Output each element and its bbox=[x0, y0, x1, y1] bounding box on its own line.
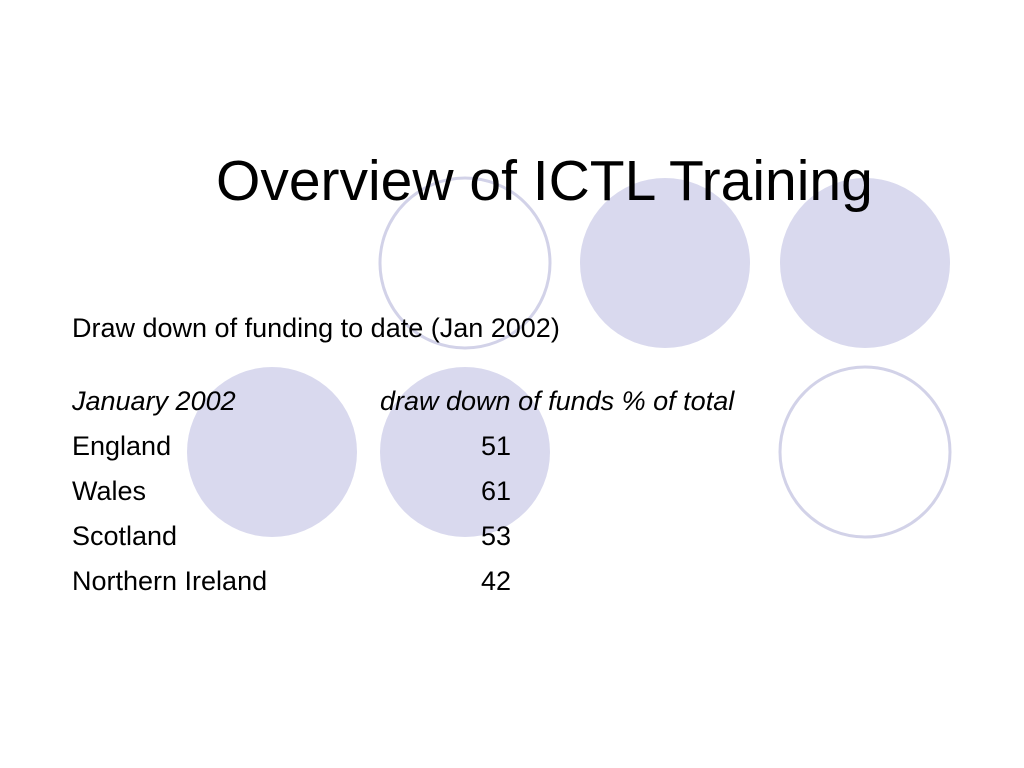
value-cell: 53 bbox=[481, 521, 512, 551]
region-cell: England bbox=[72, 431, 172, 461]
circle-outline bbox=[378, 176, 552, 350]
value-cell: 42 bbox=[481, 566, 512, 596]
value-cell: 61 bbox=[481, 476, 512, 506]
header-cell: draw down of funds % of total bbox=[380, 386, 735, 416]
table-row: Wales 61 bbox=[72, 476, 972, 508]
header-cell: January 2002 bbox=[72, 386, 236, 416]
region-cell: Northern Ireland bbox=[72, 566, 268, 596]
subtitle: Draw down of funding to date (Jan 2002) bbox=[72, 313, 560, 343]
table-header: January 2002 draw down of funds % of tot… bbox=[72, 386, 972, 418]
table-row: Scotland 53 bbox=[72, 521, 972, 553]
table-row: Northern Ireland 42 bbox=[72, 566, 972, 598]
circle-filled bbox=[187, 367, 357, 537]
circle-filled bbox=[380, 367, 550, 537]
value-cell: 51 bbox=[481, 431, 512, 461]
title: Overview of ICTL Training bbox=[216, 149, 873, 213]
circle-filled bbox=[580, 178, 750, 348]
table-row: England 51 bbox=[72, 431, 972, 463]
region-cell: Scotland bbox=[72, 521, 178, 551]
region-cell: Wales bbox=[72, 476, 147, 506]
circle-outline bbox=[778, 365, 952, 539]
circle-filled bbox=[780, 178, 950, 348]
